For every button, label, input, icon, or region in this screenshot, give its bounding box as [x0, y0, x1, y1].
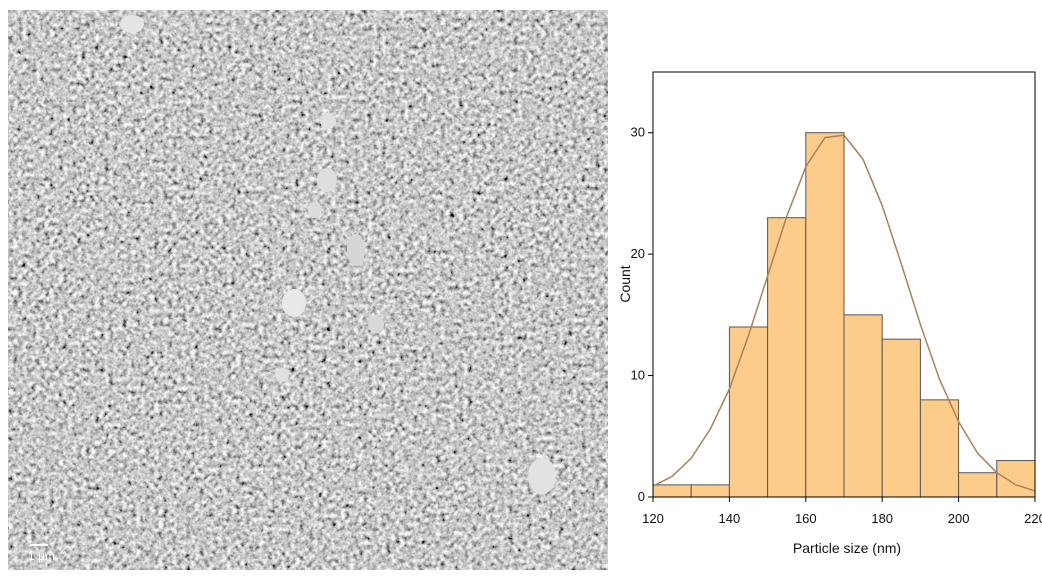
bar [652, 484, 692, 498]
x-tick-label: 120 [642, 511, 664, 526]
bar [881, 338, 921, 498]
x-tick-label: 200 [948, 511, 970, 526]
y-tick-label: 0 [638, 489, 645, 504]
bar [996, 460, 1036, 498]
bar [843, 314, 883, 498]
x-tick-label: 220 [1024, 511, 1042, 526]
x-tick-label: 160 [795, 511, 817, 526]
y-axis-label: Count [617, 265, 633, 302]
sem-micrograph: 1 µm [8, 10, 608, 570]
x-tick-label: 180 [871, 511, 893, 526]
fit-curve [652, 134, 1036, 492]
x-axis-label: Particle size (nm) [793, 540, 901, 556]
bar [728, 326, 769, 498]
bar [805, 132, 845, 498]
bar [919, 399, 960, 498]
y-tick-label: 10 [631, 368, 645, 383]
y-tick-label: 30 [631, 125, 645, 140]
bar [767, 217, 807, 498]
bar [690, 484, 730, 498]
scale-bar-label: 1 µm [28, 549, 55, 563]
plot-frame [652, 71, 1036, 498]
bar [958, 472, 998, 498]
histogram-chart: 120 140 160 180 200 220 0 10 20 30 [631, 125, 1042, 526]
y-tick-label: 20 [631, 246, 645, 261]
x-tick-label: 140 [719, 511, 741, 526]
